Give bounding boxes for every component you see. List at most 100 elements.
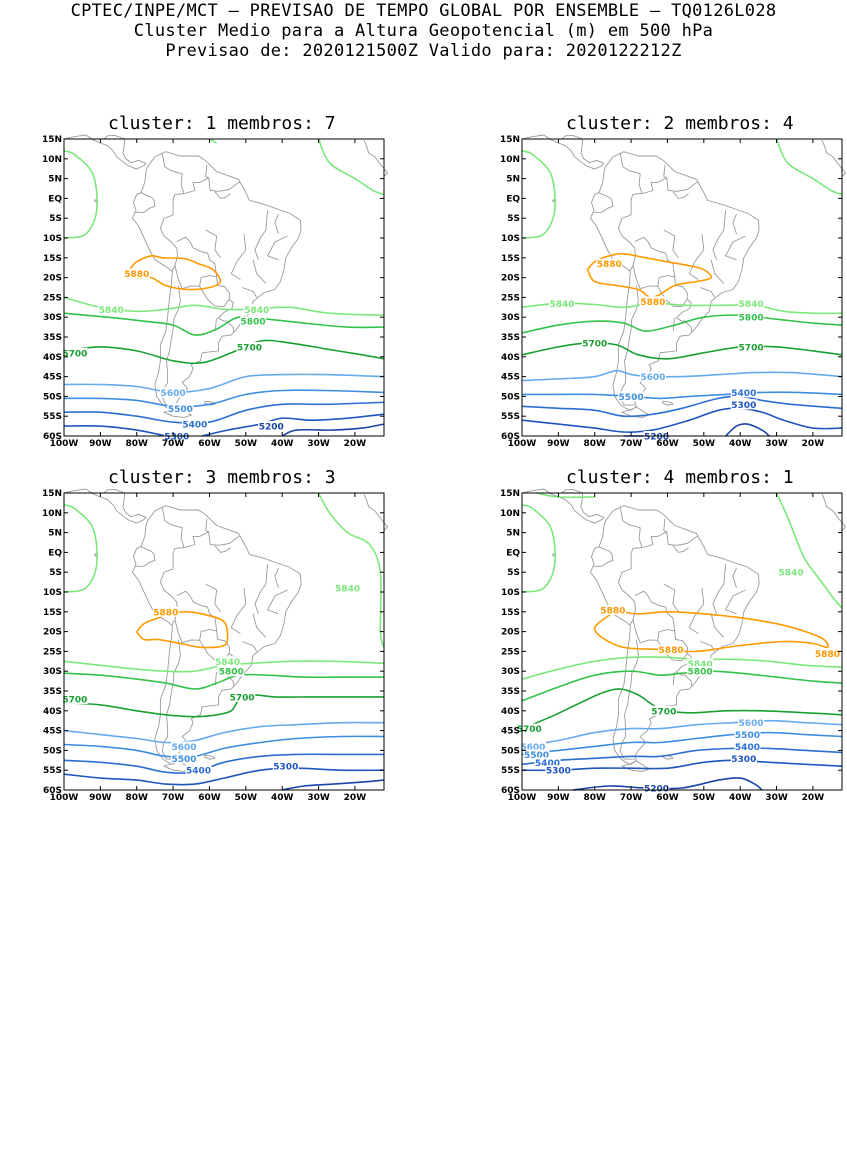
lat-tick-label: 55S: [43, 766, 62, 776]
lat-tick-label: 60S: [501, 432, 520, 442]
central-america-coastline: [521, 488, 605, 524]
lat-tick-label: 20S: [43, 628, 62, 638]
country-border: [675, 299, 693, 332]
contour-label-background: [643, 783, 670, 794]
lat-tick-label: 15S: [43, 254, 62, 264]
country-border: [254, 210, 269, 260]
country-border: [205, 229, 221, 259]
plot-frame: [63, 138, 385, 437]
contour-label: 5880: [640, 298, 665, 308]
lat-tick-label: 10S: [43, 588, 62, 598]
contour-label: 5700: [237, 343, 262, 353]
lon-tick-label: 70W: [620, 439, 643, 449]
country-border: [724, 589, 746, 615]
lat-tick-label: 35S: [501, 687, 520, 697]
country-border: [632, 590, 676, 644]
lat-tick-label: 40S: [501, 353, 520, 363]
contour-label-background: [523, 749, 550, 760]
contour-label: 5200: [259, 423, 284, 433]
contour-line: [521, 504, 556, 593]
contour-label-background: [738, 341, 765, 352]
africa-coastline: [363, 494, 389, 531]
contour-line: [521, 719, 843, 748]
country-border: [619, 639, 639, 760]
contour-line: [63, 312, 385, 336]
central-america-coastline: [63, 134, 147, 170]
contour-label: 5840: [739, 300, 764, 310]
country-border: [732, 214, 737, 235]
lat-tick-label: 15N: [500, 489, 520, 499]
lat-tick-label: 50S: [501, 746, 520, 756]
contour-line: [521, 302, 843, 315]
contour-label-background: [730, 387, 757, 398]
country-border: [135, 546, 156, 567]
lat-tick-label: 20S: [43, 274, 62, 284]
lat-tick-label: 60S: [501, 786, 520, 796]
contour-label-background: [272, 761, 299, 772]
contour-label: 5400: [535, 759, 560, 769]
contour-line: [281, 423, 385, 437]
axis-ticks: 15N 10N 5N EQ 5S 10S 15S 20S 25S 30S 35S 40S 45S 50S 5…: [500, 135, 842, 449]
lat-tick-label: 10N: [500, 155, 520, 165]
lat-tick-label: 15N: [500, 135, 520, 145]
contour-label-background: [61, 347, 88, 358]
lat-tick-label: 15N: [42, 135, 62, 145]
contour-label-background: [650, 705, 677, 716]
contour-label-background: [734, 729, 761, 740]
country-border: [619, 152, 643, 215]
contour-label: 5880: [659, 646, 684, 656]
contour-label-background: [98, 304, 125, 315]
contour-label-background: [545, 765, 572, 776]
contour-lines: [63, 138, 385, 437]
contour-label: 5880: [815, 650, 840, 660]
lon-tick-label: 20W: [344, 439, 367, 449]
lon-tick-label: 40W: [729, 439, 752, 449]
lat-tick-label: 45S: [501, 373, 520, 383]
contour-line: [63, 672, 384, 690]
contour-line: [521, 759, 843, 772]
contour-label-background: [123, 268, 150, 279]
lat-tick-label: 10N: [500, 509, 520, 519]
contour-label: 5500: [735, 731, 760, 741]
country-border: [672, 545, 689, 553]
contour-lines: [521, 138, 843, 437]
map-geography: [63, 488, 389, 772]
contour-line: [521, 688, 843, 730]
central-america-coastline: [521, 134, 605, 170]
plot-frame: [521, 138, 843, 437]
map-panel-2: 5880 5880 5840 5840 5800 5700 5700 5600 5500 5400…: [500, 134, 847, 449]
contour-label: 5700: [582, 339, 607, 349]
contour-label-background: [516, 723, 543, 734]
contour-line: [775, 492, 843, 609]
contour-line: [63, 694, 384, 718]
lon-tick-label: 40W: [271, 439, 294, 449]
lat-tick-label: 55S: [501, 412, 520, 422]
lon-tick-label: 20W: [802, 793, 825, 803]
country-border: [135, 192, 156, 213]
lon-tick-label: 70W: [162, 793, 185, 803]
lat-tick-label: 5S: [49, 568, 62, 578]
lat-tick-label: EQ: [48, 194, 62, 204]
contour-label-background: [730, 399, 757, 410]
lon-tick-label: 30W: [307, 439, 330, 449]
falklands-coastline: [662, 400, 674, 406]
contour-label: 5600: [739, 719, 764, 729]
panel-3-title: cluster: 3 membros: 3: [108, 467, 336, 488]
contour-label: 5880: [153, 608, 178, 618]
country-border: [184, 531, 209, 549]
country-border: [217, 299, 235, 332]
contour-label-background: [236, 341, 263, 352]
lat-tick-label: 15S: [501, 254, 520, 264]
lat-tick-label: 5S: [507, 568, 520, 578]
country-border: [205, 583, 221, 613]
plot-frame: [63, 492, 385, 791]
country-border: [617, 214, 636, 272]
country-border: [266, 589, 288, 615]
lat-tick-label: 5N: [48, 175, 62, 185]
country-border: [617, 568, 636, 626]
country-border: [252, 613, 267, 638]
lat-tick-label: 5N: [506, 529, 520, 539]
lat-tick-label: 30S: [501, 313, 520, 323]
lat-tick-label: 35S: [43, 333, 62, 343]
lat-tick-label: 10S: [43, 234, 62, 244]
